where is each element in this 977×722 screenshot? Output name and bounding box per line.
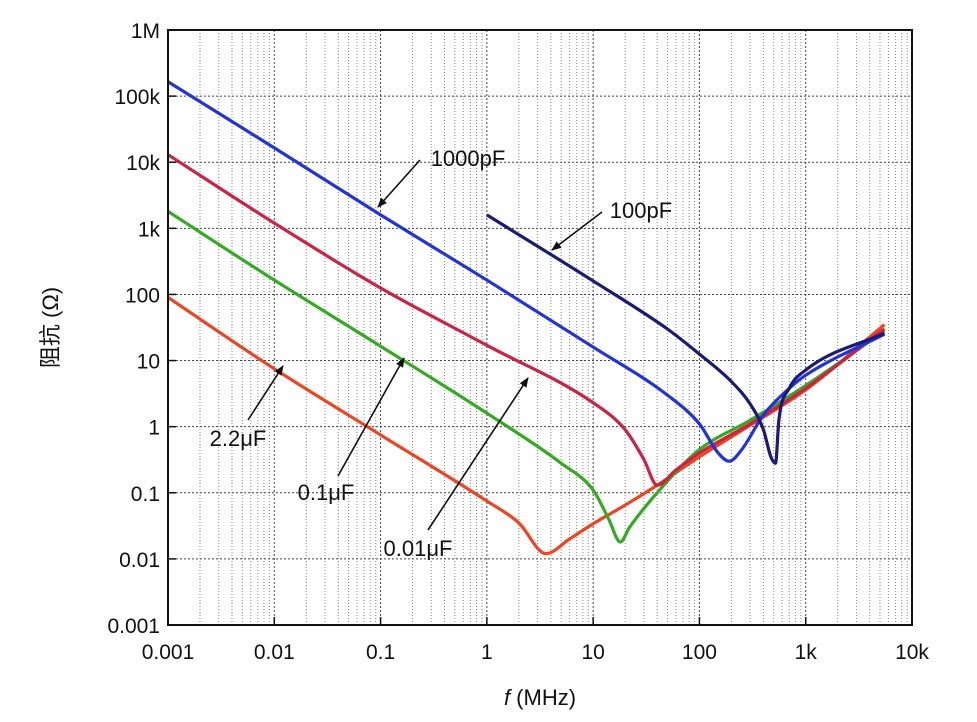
x-tick-label: 1 [481,641,493,664]
plot-frame [167,29,913,626]
x-axis-title: f (MHz) [504,685,576,710]
y-axis-title: 阻抗 (Ω) [38,287,63,368]
minor-grid [199,30,908,625]
y-tick-label: 1k [138,218,161,241]
y-tick-label: 100 [125,284,160,307]
x-axis-title-italic: f [504,685,513,710]
y-tick-label: 1 [148,417,160,440]
x-tick-label: 100 [682,641,717,664]
annotation-arrow-01uf [337,357,405,477]
series-line-100pf [486,213,886,465]
x-tick-label: 0.01 [254,641,295,664]
y-tick-label: 0.1 [131,483,160,506]
annotation-arrow-22uf [247,365,284,421]
annotations: 2.2μF 0.1μF 0.01μF 1000pF 100pF [210,146,673,561]
annotation-label-22uf: 2.2μF [210,426,267,451]
annotation-arrow-001uf [427,377,529,531]
annotation-label-001uf: 0.01μF [384,536,453,561]
annotation-label-100pf: 100pF [610,198,672,223]
annotation-label-01uf: 0.1μF [298,480,355,505]
y-tick-label: 10 [137,351,160,374]
series-layer [167,80,886,556]
x-tick-label: 0.1 [366,641,395,664]
annotation-label-1000pf: 1000pF [431,146,506,171]
x-tick-label: 10 [581,641,604,664]
series-line-01uf [167,210,886,544]
x-axis-title-unit: (MHz) [510,685,576,710]
annotation-arrow-1000pf [377,159,421,208]
y-tick-label: 1M [131,20,160,43]
x-tick-label: 10k [895,641,929,664]
y-tick-label: 100k [114,86,160,109]
y-tick-label: 0.001 [107,615,160,638]
x-tick-label: 1k [795,641,818,664]
x-tick-label: 0.001 [142,641,195,664]
annotation-arrow-100pf [551,211,603,251]
series-line-1000pf [167,80,886,463]
x-tick-labels: 0.001 0.01 0.1 1 10 100 1k 10k [142,617,929,664]
y-tick-label: 0.01 [119,549,160,572]
y-tick-label: 10k [126,152,160,175]
series-line-001uf [167,153,886,487]
y-tick-labels: 0.001 0.01 0.1 1 10 100 1k 10k 100k 1M [107,20,176,638]
